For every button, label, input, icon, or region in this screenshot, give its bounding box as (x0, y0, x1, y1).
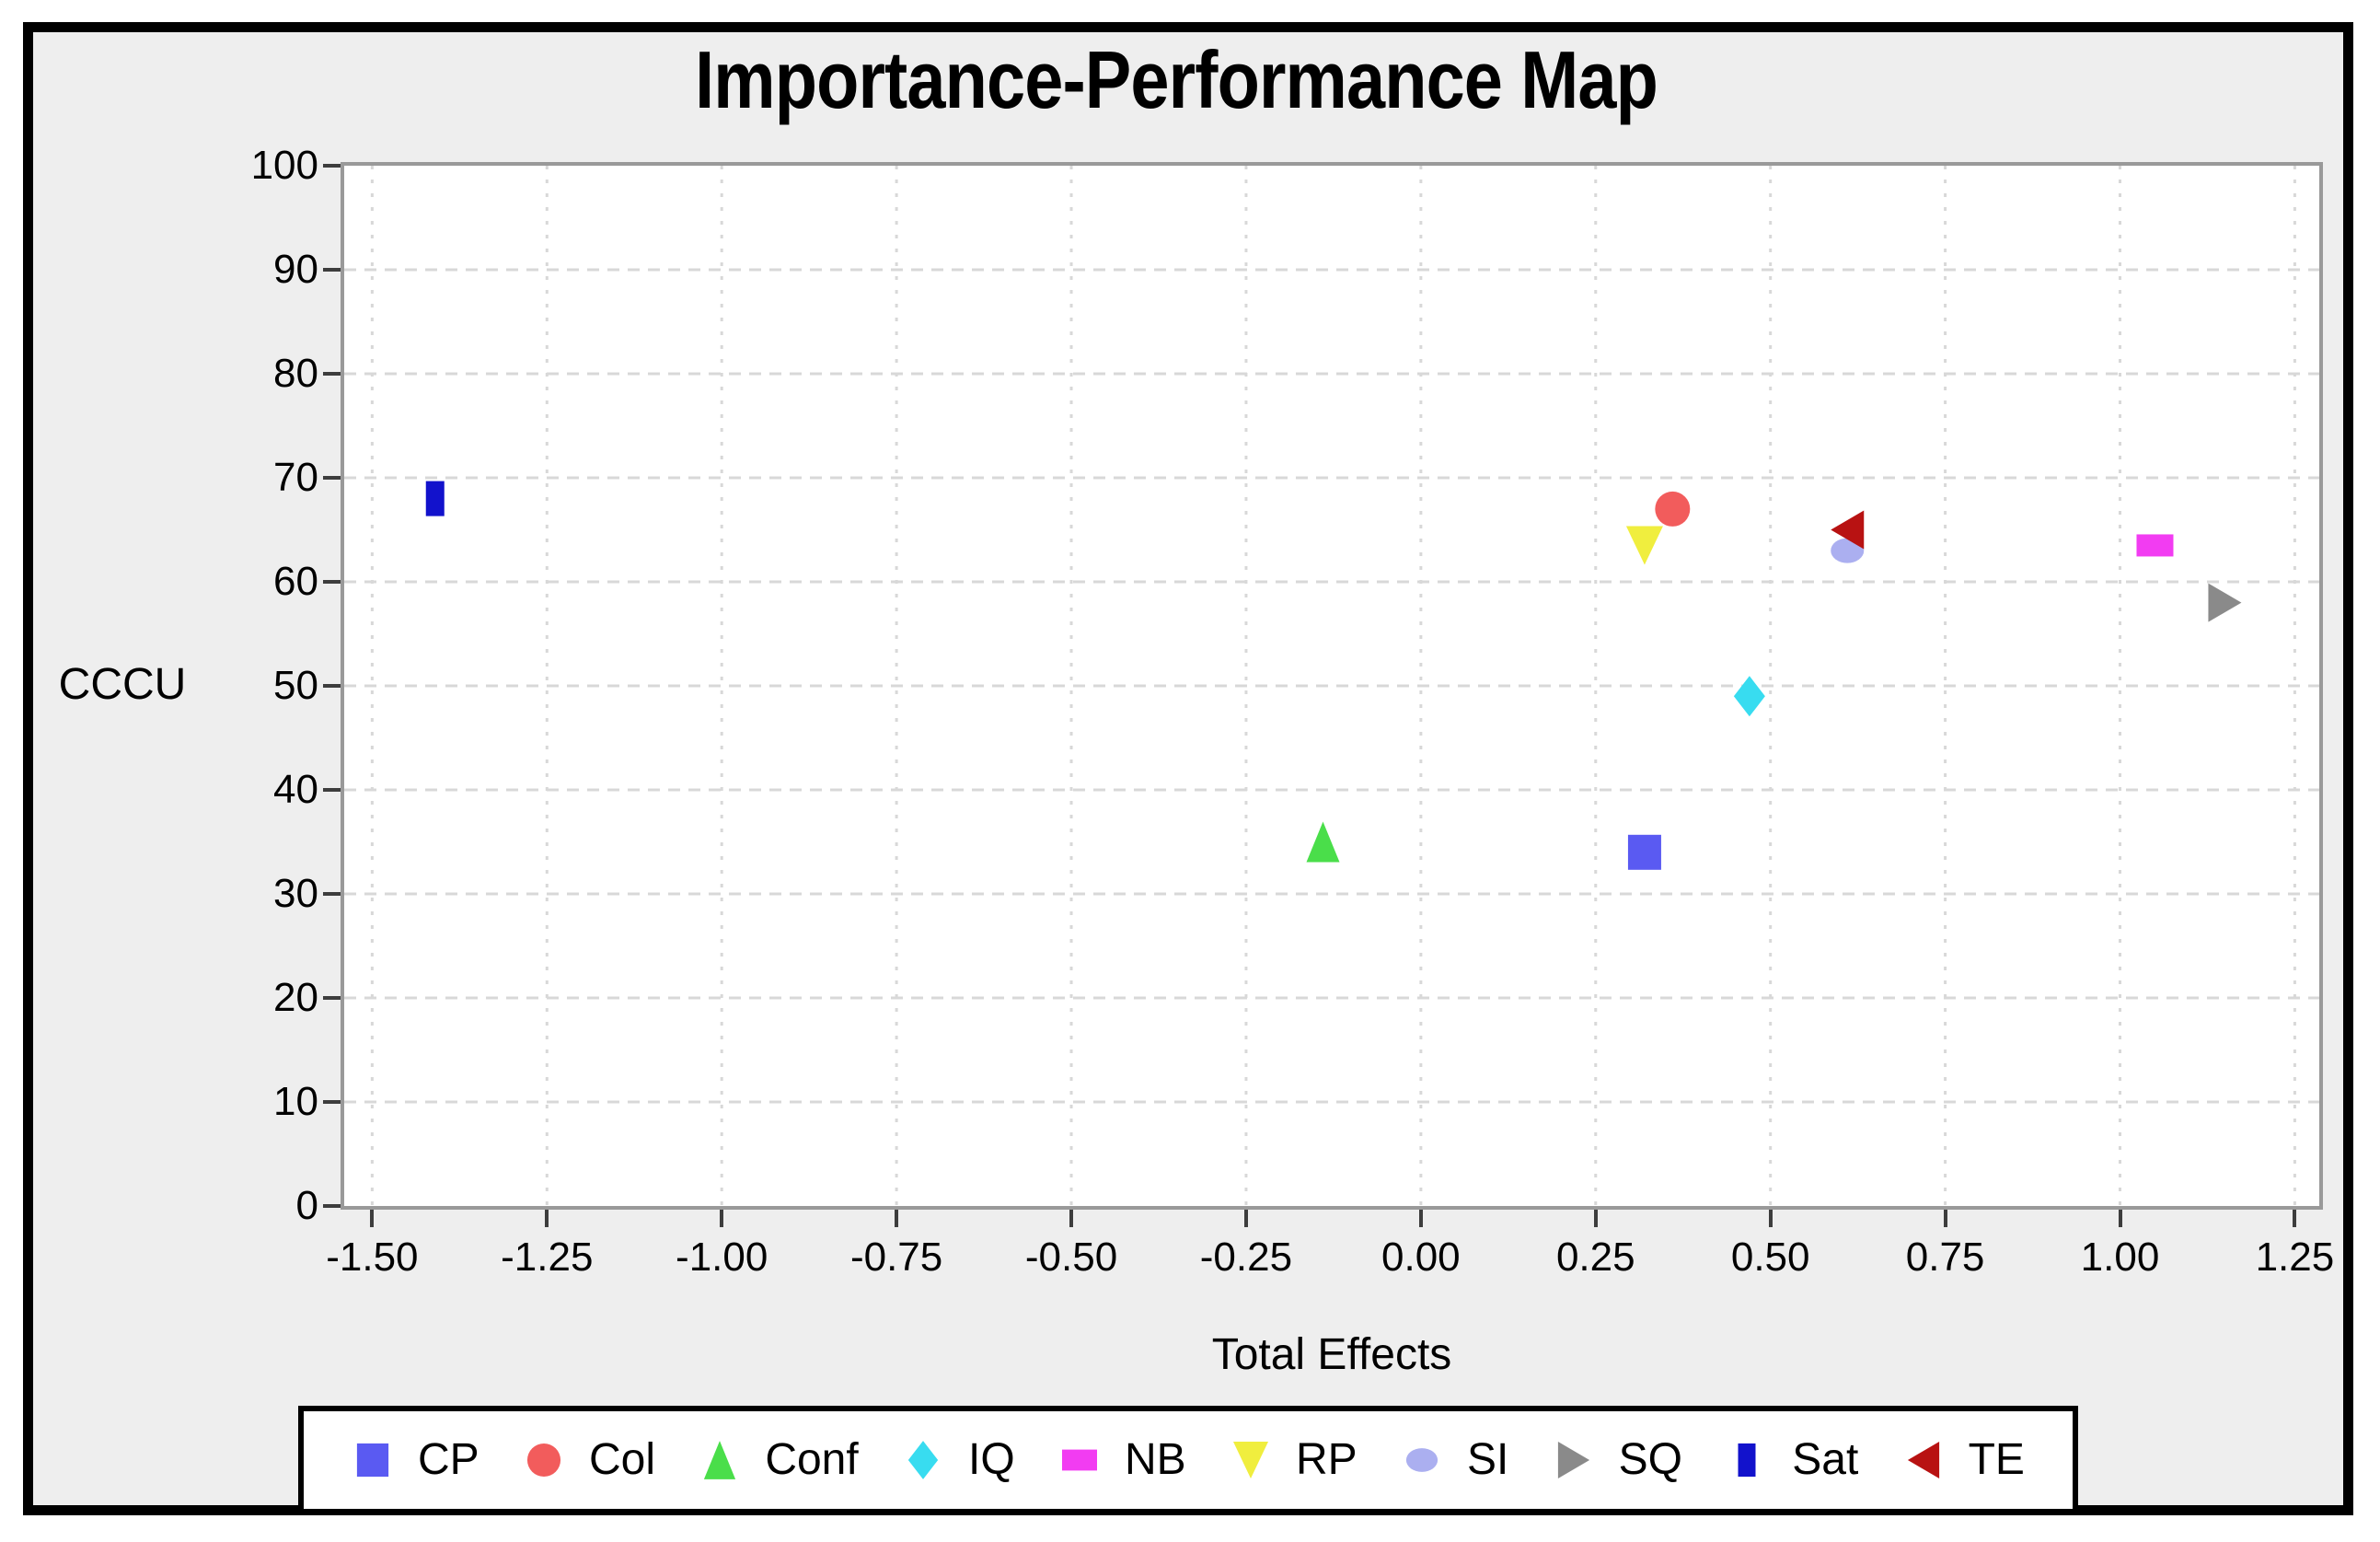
legend-label-te: TE (1968, 1435, 2025, 1484)
legend-item-si: SI (1401, 1438, 1508, 1482)
legend-label-iq: IQ (968, 1435, 1015, 1484)
square-legend-icon (356, 1443, 389, 1478)
legend-label-conf: Conf (765, 1435, 859, 1484)
diamond-legend-icon (907, 1441, 939, 1479)
triangle-up-legend-icon (704, 1441, 736, 1479)
data-point-rp (1625, 526, 1663, 565)
rect-wide-legend-icon (1061, 1449, 1097, 1471)
legend-item-sat: Sat (1726, 1438, 1858, 1482)
data-point-col (1655, 491, 1691, 527)
data-point-nb (2136, 534, 2174, 557)
legend-item-te: TE (1902, 1438, 2025, 1482)
plot-area (341, 162, 2323, 1210)
scatter-canvas (344, 166, 2319, 1206)
legend-label-sq: SQ (1618, 1435, 1682, 1484)
legend-item-col: Col (523, 1438, 655, 1482)
triangle-down-legend-icon (1232, 1442, 1268, 1478)
legend-label-sat: Sat (1792, 1435, 1859, 1484)
triangle-left-legend-icon (1907, 1442, 1939, 1478)
triangle-right-legend-icon (1557, 1442, 1589, 1478)
y-axis-title: CCCU (58, 660, 187, 709)
ellipse-legend-icon (1405, 1448, 1438, 1472)
data-point-cp (1627, 834, 1661, 870)
legend-item-conf: Conf (699, 1435, 859, 1484)
data-point-te (1831, 510, 1865, 550)
chart-title-text: Importance-Performance Map (695, 34, 1658, 125)
rect-tall-legend-icon (1738, 1443, 1756, 1478)
data-point-sq (2208, 583, 2242, 622)
circle-legend-icon (526, 1443, 561, 1478)
legend-label-si: SI (1466, 1435, 1509, 1484)
legend-item-nb: NB (1058, 1438, 1186, 1482)
legend-item-iq: IQ (902, 1438, 1015, 1482)
legend-label-nb: NB (1124, 1435, 1186, 1484)
legend-label-col: Col (588, 1435, 656, 1484)
legend-item-rp: RP (1230, 1438, 1358, 1482)
legend-item-sq: SQ (1553, 1438, 1682, 1482)
data-point-conf (1306, 821, 1340, 863)
data-point-sat (425, 481, 445, 516)
legend-box: CP Col Conf IQ NB RP SI SQ Sat TE (298, 1406, 2078, 1514)
data-point-iq (1733, 676, 1765, 717)
legend-label-cp: CP (418, 1435, 479, 1484)
legend-item-cp: CP (352, 1438, 479, 1482)
legend-label-rp: RP (1295, 1435, 1358, 1484)
data-point-si (1831, 538, 1865, 563)
x-axis-title: Total Effects (1211, 1330, 1452, 1379)
chart-title: Importance-Performance Map (0, 33, 2352, 127)
